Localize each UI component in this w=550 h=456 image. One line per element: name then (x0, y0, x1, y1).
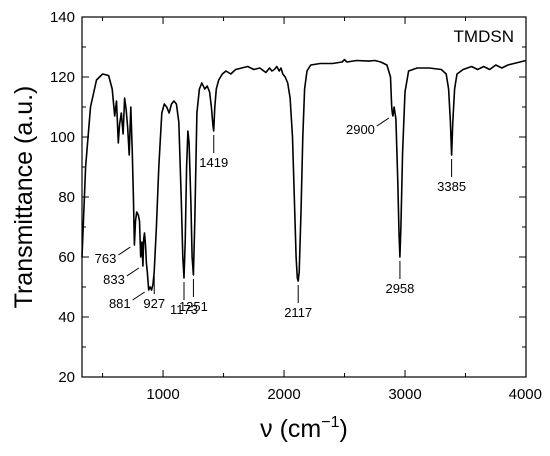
x-tick-label: 3000 (388, 386, 421, 403)
x-axis-title-close: ) (340, 415, 348, 443)
peak-label: 1419 (199, 155, 228, 170)
y-tick-label: 20 (58, 369, 75, 386)
y-tick-label: 140 (50, 9, 75, 26)
series-layer (81, 58, 527, 291)
y-tick-label: 120 (50, 69, 75, 86)
x-tick-label: 2000 (267, 386, 300, 403)
legend-label: TMDSN (454, 27, 514, 46)
peak-label: 927 (143, 296, 165, 311)
peak-marker-line (126, 267, 140, 277)
y-tick-label: 100 (50, 129, 75, 146)
y-axis-title: Transmittance (a.u.) (10, 86, 38, 309)
x-axis-title-main: ν (cm (260, 415, 321, 443)
peak-label: 2958 (385, 281, 414, 296)
peak-label: 1251 (179, 299, 208, 314)
x-tick-label: 4000 (509, 386, 542, 403)
peak-label: 833 (103, 272, 125, 287)
x-axis-title: ν (cm−1) (260, 414, 348, 443)
plot-frame (81, 16, 527, 378)
peak-marker-line (118, 246, 131, 256)
peak-marker-line (376, 117, 390, 127)
peak-label: 2117 (284, 305, 312, 320)
peak-label: 1173 (170, 302, 198, 317)
peak-label: 763 (95, 251, 117, 266)
x-tick-label: 1000 (146, 386, 179, 403)
series-line (81, 58, 527, 291)
peak-label: 3385 (437, 179, 466, 194)
peak-label: 881 (109, 296, 131, 311)
y-tick-label: 60 (58, 249, 75, 266)
peak-label: 2900 (346, 122, 375, 137)
x-axis-title-superscript: −1 (321, 414, 339, 431)
y-tick-label: 80 (58, 189, 75, 206)
peak-marker-line (132, 291, 145, 301)
y-tick-label: 40 (58, 309, 75, 326)
